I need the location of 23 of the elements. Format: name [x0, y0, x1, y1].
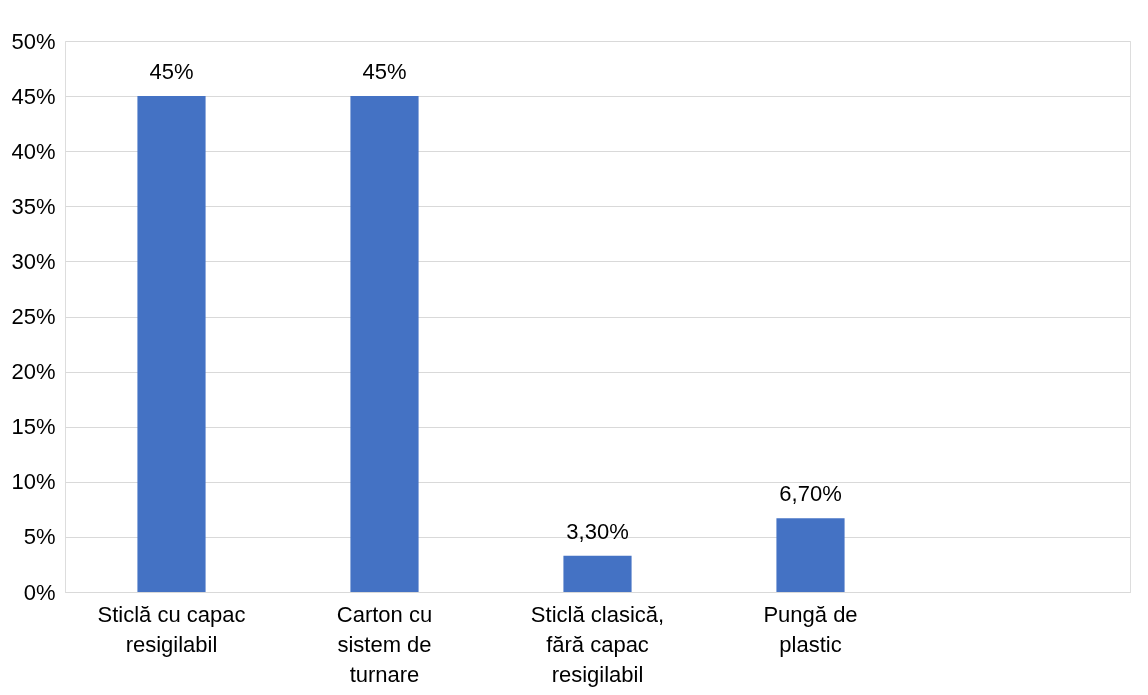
data-label: 45%: [149, 59, 194, 85]
y-tick-label: 0%: [23, 579, 56, 605]
data-label: 45%: [362, 59, 407, 85]
bar: [350, 96, 419, 592]
y-tick-label: 45%: [11, 83, 56, 109]
x-tick-label: Pungă de plastic: [763, 601, 858, 657]
x-tick-label: Sticlă cu capac resigilabil: [97, 601, 246, 657]
data-label: 3,30%: [566, 518, 629, 544]
y-tick-label: 40%: [11, 138, 56, 164]
bar: [776, 518, 845, 592]
y-tick-label: 50%: [11, 28, 56, 54]
bar: [137, 96, 206, 592]
y-tick-label: 25%: [11, 304, 56, 329]
x-tick-label: Sticlă clasică, fără capac resigilabil: [530, 601, 665, 687]
y-tick-label: 15%: [11, 414, 56, 440]
y-tick-label: 10%: [11, 469, 56, 495]
bar: [563, 555, 632, 592]
y-tick-label: 20%: [11, 359, 56, 385]
y-tick-label: 5%: [23, 524, 56, 550]
y-tick-label: 35%: [11, 193, 56, 219]
x-tick-label: Carton cu sistem de turnare: [336, 601, 433, 687]
data-label: 6,70%: [779, 481, 842, 507]
y-tick-label: 30%: [11, 248, 56, 274]
